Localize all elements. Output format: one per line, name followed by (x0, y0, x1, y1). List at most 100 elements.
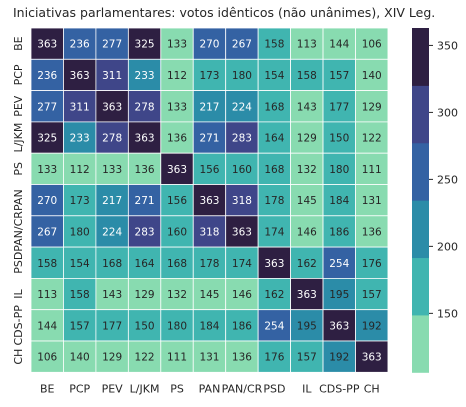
cell-value-label: 184 (199, 320, 219, 332)
cell-value-label: 136 (362, 226, 382, 238)
cell-value-label: 132 (297, 164, 317, 176)
cell-value-label: 157 (362, 289, 382, 301)
cell-value-label: 363 (37, 39, 57, 51)
cell-value-label: 173 (70, 195, 90, 207)
cell-value-label: 176 (362, 258, 382, 270)
cell-value-label: 111 (362, 164, 382, 176)
heatmap-cell (30, 90, 64, 123)
cell-value-label: 168 (264, 164, 284, 176)
heatmap-cell (355, 277, 389, 311)
heatmap-cell (30, 184, 64, 217)
cell-value-label: 270 (199, 39, 219, 51)
cell-value-label: 133 (37, 164, 57, 176)
cell-value-label: 158 (264, 39, 284, 51)
heatmap-cell (322, 152, 356, 185)
y-tick-label: CDS-PP (12, 305, 25, 346)
x-tick-label: BE (40, 382, 55, 395)
colorbar-tick-label: 200 (437, 240, 458, 253)
cell-value-label: 283 (135, 226, 155, 238)
heatmap-cell (63, 27, 97, 60)
cell-value-label: 180 (70, 226, 90, 238)
heatmap-cell (290, 58, 324, 91)
cell-value-label: 363 (297, 289, 317, 301)
heatmap-cell (192, 90, 227, 123)
cell-value-label: 157 (70, 320, 90, 332)
heatmap-cell (257, 27, 291, 60)
heatmap-cell (95, 58, 129, 91)
cell-value-label: 184 (329, 195, 349, 207)
heatmap-cell (322, 27, 356, 60)
cell-value-label: 143 (102, 289, 122, 301)
heatmap-cell (63, 246, 97, 279)
cell-value-label: 150 (135, 320, 155, 332)
heatmap-cell (225, 58, 259, 91)
cell-value-label: 154 (264, 70, 284, 82)
cell-value-label: 140 (70, 352, 90, 364)
heatmap-cell (63, 152, 97, 185)
colorbar: 150 200 250 300 350 (412, 28, 458, 373)
x-tick-label: PEV (102, 382, 124, 395)
cell-value-label: 113 (297, 39, 317, 51)
cell-value-label: 143 (297, 101, 317, 113)
x-tick-label: PAN (199, 382, 221, 395)
heatmap-cell (127, 215, 162, 248)
cell-value-label: 106 (37, 352, 57, 364)
heatmap-cell (192, 215, 227, 248)
heatmap-cell (192, 184, 227, 217)
heatmap-cell (30, 215, 64, 248)
cell-value-label: 144 (329, 39, 349, 51)
cell-value-label: 111 (167, 352, 187, 364)
cell-value-label: 311 (70, 101, 90, 113)
cell-value-label: 192 (329, 352, 349, 364)
cell-value-label: 363 (135, 133, 155, 145)
heatmap-cell (192, 152, 227, 185)
cell-value-label: 129 (362, 101, 382, 113)
heatmap-cell (192, 27, 227, 60)
x-tick-label: IL (302, 382, 312, 395)
cell-value-label: 267 (37, 226, 57, 238)
x-axis-tick-labels: BE PCP PEV L/JKM PS PAN PAN/CR PSD IL CDS-PP CH (40, 382, 380, 395)
heatmap-cell (95, 277, 129, 311)
cell-value-label: 146 (232, 289, 252, 301)
cell-value-label: 168 (264, 101, 284, 113)
heatmap-cell (127, 152, 162, 185)
x-tick-label: CDS-PP (319, 382, 360, 395)
heatmap-cell (322, 58, 356, 91)
cell-value-label: 162 (297, 258, 317, 270)
cell-value-label: 140 (362, 70, 382, 82)
cell-value-label: 146 (297, 226, 317, 238)
cell-value-label: 325 (135, 39, 155, 51)
colorbar-segment (412, 257, 429, 316)
y-tick-label: PSD (12, 252, 25, 274)
cell-value-label: 278 (135, 101, 155, 113)
cell-value-label: 363 (102, 101, 122, 113)
heatmap-cell (290, 184, 324, 217)
heatmap-cell (225, 215, 259, 248)
cell-value-label: 217 (199, 101, 219, 113)
heatmap-cell (192, 340, 227, 373)
y-tick-label: PEV (12, 95, 25, 117)
colorbar-segment (412, 200, 429, 259)
colorbar-segment (412, 28, 429, 86)
cell-value-label: 133 (167, 101, 187, 113)
cell-value-label: 277 (102, 39, 122, 51)
heatmap-cell (355, 215, 389, 248)
x-tick-label: L/JKM (130, 382, 160, 395)
heatmap-cell (355, 58, 389, 91)
cell-value-label: 133 (102, 164, 122, 176)
heatmap-cell (355, 121, 389, 154)
heatmap-cell (192, 309, 227, 342)
heatmap-cell (127, 309, 162, 342)
cell-value-label: 129 (297, 133, 317, 145)
cell-value-label: 131 (362, 195, 382, 207)
cell-value-label: 186 (329, 226, 349, 238)
cell-value-label: 254 (329, 258, 349, 270)
cell-value-label: 129 (102, 352, 122, 364)
heatmap-cell (257, 340, 291, 373)
cell-value-label: 122 (362, 133, 382, 145)
cell-value-label: 318 (199, 226, 219, 238)
cell-value-label: 112 (167, 70, 187, 82)
heatmap-cells: 363 236 277 325 133 270 267 158 113 144 106 236 363 3… (30, 27, 389, 373)
heatmap-cell (355, 184, 389, 217)
heatmap-cell (322, 340, 356, 373)
